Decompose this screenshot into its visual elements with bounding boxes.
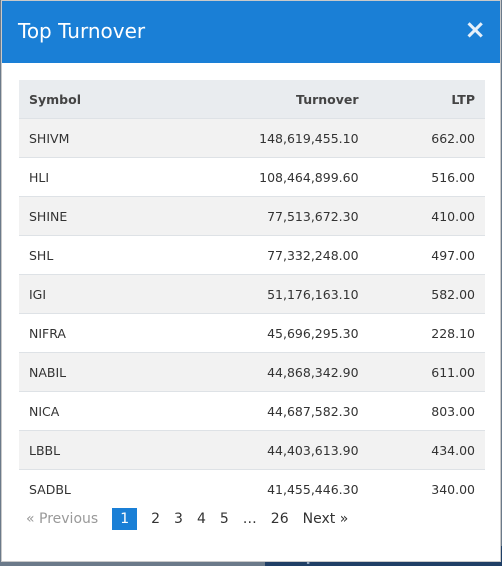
table-cell: 611.00 — [368, 352, 485, 392]
table-row: IGI 51,176,163.10 582.00 — [19, 274, 485, 314]
table-cell: 77,513,672.30 — [150, 196, 369, 236]
table-cell: LBBL — [19, 430, 151, 470]
table-cell: 148,619,455.10 — [150, 118, 369, 158]
header-row: Symbol Turnover LTP — [19, 80, 485, 119]
table-cell: HLI — [19, 157, 151, 197]
table-cell: 662.00 — [368, 118, 485, 158]
modal-title: Top Turnover — [18, 19, 146, 43]
table-cell: SHL — [19, 235, 151, 275]
table-cell: 582.00 — [368, 274, 485, 314]
table-cell: 108,464,899.60 — [150, 157, 369, 197]
table-body: SHIVM 148,619,455.10 662.00 HLI 108,464,899.… — [19, 118, 485, 508]
column-header: LTP — [368, 80, 485, 119]
table-cell: NICA — [19, 391, 151, 431]
table-cell: 803.00 — [368, 391, 485, 431]
page-button[interactable]: 4 — [196, 511, 206, 527]
pagination: « Previous 1 2 3 4 5 … 26 Next » — [19, 508, 355, 530]
table-cell: 497.00 — [368, 235, 485, 275]
table-cell: 45,696,295.30 — [150, 313, 369, 353]
modal-header: Top Turnover × — [2, 1, 500, 63]
table-row: SADBL 41,455,446.30 340.00 — [19, 469, 485, 508]
table-cell: SHIVM — [19, 118, 151, 158]
table-row: SHIVM 148,619,455.10 662.00 — [19, 118, 485, 158]
table-cell: SADBL — [19, 469, 151, 508]
next-button[interactable]: Next » — [302, 511, 349, 527]
table-cell: 77,332,248.00 — [150, 235, 369, 275]
page-button[interactable]: 26 — [270, 511, 289, 527]
table-cell: 44,403,613.90 — [150, 430, 369, 470]
table-row: LBBL 44,403,613.90 434.00 — [19, 430, 485, 470]
table-row: NICA 44,687,582.30 803.00 — [19, 391, 485, 431]
table-row: NIFRA 45,696,295.30 228.10 — [19, 313, 485, 353]
table-cell: 51,176,163.10 — [150, 274, 369, 314]
column-header: Symbol — [19, 80, 151, 119]
page-button[interactable]: 2 — [151, 511, 161, 527]
table-row: HLI 108,464,899.60 516.00 — [19, 157, 485, 197]
page-button[interactable]: 3 — [174, 511, 183, 527]
table-cell: NIFRA — [19, 313, 151, 353]
page-button[interactable]: … — [242, 511, 257, 527]
column-header: Turnover — [150, 80, 369, 119]
table-cell: NABIL — [19, 352, 151, 392]
table-cell: 434.00 — [368, 430, 485, 470]
table-cell: 41,455,446.30 — [150, 469, 369, 508]
table-row: SHINE 77,513,672.30 410.00 — [19, 196, 485, 236]
page-button[interactable]: 5 — [219, 511, 229, 527]
turnover-table: Symbol Turnover LTP SHIVM 148,619,455.10 662… — [19, 80, 485, 508]
table-cell: 410.00 — [368, 196, 485, 236]
table-row: SHL 77,332,248.00 497.00 — [19, 235, 485, 275]
page-button[interactable]: 1 — [112, 508, 138, 530]
close-button[interactable]: × — [464, 15, 486, 45]
table-cell: 228.10 — [368, 313, 485, 353]
table-cell: 340.00 — [368, 469, 485, 508]
table-cell: 44,868,342.90 — [150, 352, 369, 392]
table-row: NABIL 44,868,342.90 611.00 — [19, 352, 485, 392]
table-cell: 516.00 — [368, 157, 485, 197]
table-cell: IGI — [19, 274, 151, 314]
previous-button: « Previous — [26, 511, 99, 527]
table-cell: SHINE — [19, 196, 151, 236]
table-cell: 44,687,582.30 — [150, 391, 369, 431]
